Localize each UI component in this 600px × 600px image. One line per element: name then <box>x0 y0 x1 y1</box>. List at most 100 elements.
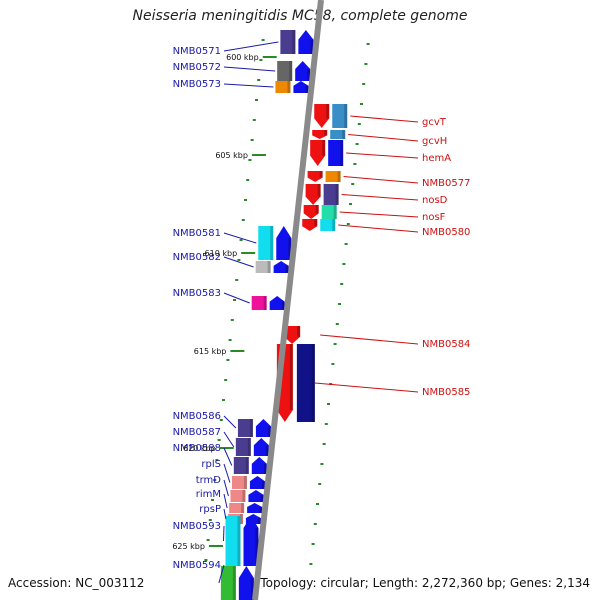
gene-label-NMB0585: NMB0585 <box>422 387 470 398</box>
gene-arrow-NMB0587 <box>253 438 269 456</box>
leader-line <box>223 431 235 448</box>
gene-block-NMB0573 <box>275 81 291 93</box>
gene-labels: NMB0571 NMB0572 NMB0573 NMB0581 NMB0582 NMB05… <box>173 41 470 584</box>
gene-block-rplS <box>231 476 247 489</box>
gene-label-NMB0573: NMB0573 <box>173 79 221 90</box>
gene-block-gcvH <box>330 130 346 139</box>
gene-arrow-hemA-shade <box>322 140 326 156</box>
gene-block-NMB0573-shade <box>287 81 291 93</box>
gene-label-NMB0583: NMB0583 <box>173 288 221 299</box>
kbp-label: 600 kbp <box>226 53 259 62</box>
gene-arrow-NMB0582-shade <box>285 265 289 273</box>
gene-block-NMB0588-shade <box>245 457 249 474</box>
leader-line <box>223 83 274 88</box>
leader-line <box>320 334 419 345</box>
gene-arrow-NMB0580-shade <box>314 219 318 227</box>
leader-line <box>339 211 419 218</box>
gene-label-trmD: trmD <box>196 475 222 486</box>
gene-arrow-NMB0586-shade <box>267 426 271 437</box>
gene-block-NMB0594 <box>220 566 236 600</box>
gene-block-NMB0588 <box>233 457 249 474</box>
leader-line <box>338 224 419 233</box>
kbp-labels: 600 kbp 605 kbp 610 kbp 615 kbp 620 kbp 625 k… <box>172 53 258 551</box>
gene-label-NMB0593: NMB0593 <box>173 521 221 532</box>
gene-label-NMB0584: NMB0584 <box>422 339 470 350</box>
gene-label-gcvH: gcvH <box>422 136 447 147</box>
gene-arrow-NMB0577-shade <box>319 171 323 178</box>
leader-line <box>223 41 279 52</box>
gene-arrow-trmD-shade <box>260 494 264 502</box>
gene-block-NMB0586 <box>237 419 253 437</box>
gene-label-NMB0572: NMB0572 <box>173 62 221 73</box>
gene-block-NMB0593-shade <box>237 516 241 566</box>
gene-label-nosF: nosF <box>422 212 446 223</box>
map-title: Neisseria meningitidis MC58, complete ge… <box>132 8 468 24</box>
gene-arrow-NMB0594 <box>238 566 254 600</box>
gene-arrow-NMB0581 <box>276 226 292 260</box>
gene-arrow-nosD-shade <box>317 184 321 197</box>
leader-line <box>343 176 419 184</box>
gene-label-NMB0580: NMB0580 <box>422 227 470 238</box>
gene-block-NMB0580-shade <box>332 219 336 231</box>
gene-arrow-NMB0584 <box>284 326 301 344</box>
gene-block-NMB0583-shade <box>263 296 267 310</box>
gene-arrow-rplS <box>249 476 265 489</box>
gene-arrow-NMB0584-shade <box>297 326 301 337</box>
gene-block-NMB0594-shade <box>232 566 236 600</box>
gene-block-rimM <box>229 503 245 513</box>
gene-block-gcvT-shade <box>344 104 348 128</box>
gene-label-gcvT: gcvT <box>422 117 447 128</box>
leader-line <box>314 382 419 393</box>
kbp-label: 625 kbp <box>172 542 205 551</box>
gene-block-NMB0582 <box>255 261 271 273</box>
gene-label-NMB0586: NMB0586 <box>173 411 221 422</box>
gene-block-nosD-shade <box>335 184 339 205</box>
gene-label-NMB0587: NMB0587 <box>173 427 221 438</box>
leader-line <box>223 479 229 497</box>
gene-block-NMB0581 <box>258 226 274 260</box>
gene-block-hemA <box>328 140 344 166</box>
gene-block-nosF-shade <box>333 205 337 219</box>
gene-block-NMB0583 <box>251 296 267 310</box>
leader-line <box>350 115 419 123</box>
kbp-label: 620 kbp <box>183 444 216 453</box>
gene-block-NMB0580 <box>320 219 336 231</box>
gene-arrow-NMB0573-shade <box>305 85 309 93</box>
gene-block-NMB0577-shade <box>337 171 341 182</box>
kbp-label: 605 kbp <box>215 151 248 160</box>
gene-arrow-NMB0582 <box>273 261 289 273</box>
gene-block-NMB0571 <box>280 30 296 54</box>
leader-line <box>223 415 237 429</box>
gene-label-NMB0588: NMB0588 <box>173 443 221 454</box>
gene-label-NMB0594: NMB0594 <box>173 560 221 571</box>
gene-arrow-rimM-shade <box>259 507 263 513</box>
gene-block-NMB0585-shade <box>311 344 315 422</box>
leader-line <box>223 292 250 304</box>
gene-arrow-NMB0573 <box>293 81 309 93</box>
gene-block-hemA-shade <box>340 140 344 166</box>
gene-arrow-NMB0572 <box>295 61 311 81</box>
leader-line <box>223 463 231 483</box>
gene-arrow-NMB0588-shade <box>263 463 267 474</box>
gene-label-NMB0581: NMB0581 <box>173 228 221 239</box>
gene-arrow-NMB0585-shade <box>289 344 293 410</box>
leader-line <box>348 134 419 142</box>
gene-arrow-gcvT-shade <box>326 104 330 119</box>
gene-arrow-gcvH-shade <box>324 130 328 136</box>
leader-line <box>218 564 225 584</box>
gene-block-gcvT <box>332 104 348 128</box>
gene-block-NMB0581-shade <box>270 226 274 260</box>
gene-arrow-nosD <box>305 184 321 205</box>
gene-arrow-rimM <box>247 503 263 513</box>
gene-label-NMB0571: NMB0571 <box>173 46 221 57</box>
gene-label-nosD: nosD <box>422 195 448 206</box>
gene-arrow-gcvH <box>312 130 328 139</box>
gene-arrow-NMB0580 <box>302 219 318 231</box>
gene-arrow-NMB0588 <box>251 457 267 474</box>
gene-arrow-rpsP-shade <box>257 518 261 524</box>
gene-arrow-NMB0587-shade <box>265 445 269 456</box>
kbp-label: 610 kbp <box>205 249 238 258</box>
leader-line <box>222 525 225 542</box>
gene-arrow-NMB0593 <box>243 516 259 566</box>
